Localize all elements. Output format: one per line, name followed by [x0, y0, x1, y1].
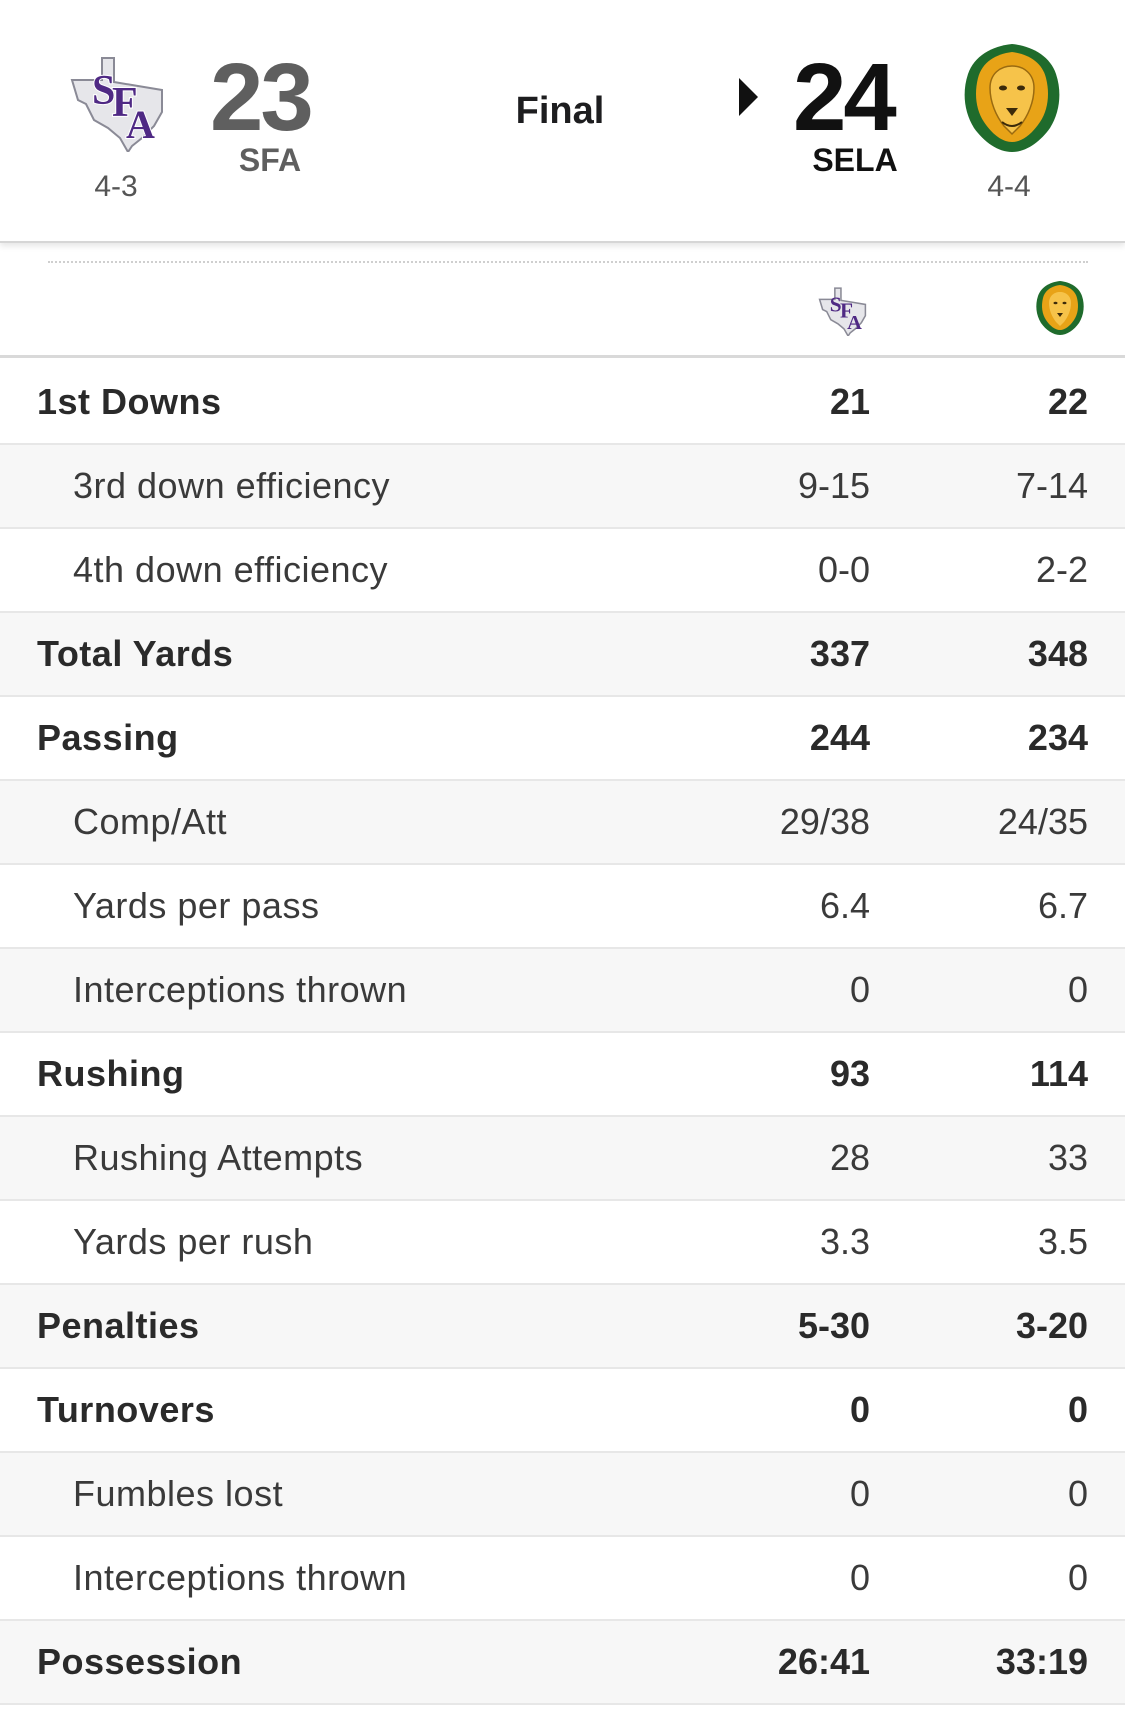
- home-stat-value: 0: [1067, 1473, 1088, 1514]
- home-stat-value: 2-2: [1035, 549, 1088, 590]
- sela-mini-logo-icon: [1035, 280, 1085, 336]
- dotted-divider: [48, 261, 1088, 263]
- away-team-abbreviation[interactable]: SFA: [238, 142, 302, 178]
- stat-label: Rushing: [37, 1053, 185, 1094]
- home-stat-value: 0: [1067, 1557, 1088, 1598]
- stat-label: Passing: [37, 717, 179, 758]
- svg-text:S: S: [92, 68, 115, 114]
- home-stat-value: 24/35: [997, 801, 1088, 842]
- svg-text:S: S: [830, 293, 842, 317]
- stat-row: Yards per pass 6.4 6.7: [0, 865, 1125, 949]
- stat-label: Rushing Attempts: [73, 1137, 364, 1178]
- stat-label: Turnovers: [37, 1389, 215, 1430]
- stat-row: Yards per rush 3.3 3.5: [0, 1201, 1125, 1285]
- home-stat-value: 7-14: [1015, 465, 1088, 506]
- away-stat-value: 29/38: [779, 801, 870, 842]
- stat-label: Fumbles lost: [73, 1473, 284, 1514]
- stat-row: Fumbles lost 0 0: [0, 1453, 1125, 1537]
- stat-label: 1st Downs: [37, 381, 222, 422]
- stat-row: Penalties 5-30 3-20: [0, 1285, 1125, 1369]
- stat-label: Possession: [37, 1641, 243, 1682]
- away-stat-value: 0-0: [817, 549, 870, 590]
- away-stat-value: 21: [829, 381, 870, 422]
- away-stat-value: 0: [849, 1389, 870, 1430]
- home-stat-value: 6.7: [1037, 885, 1088, 926]
- stat-row: Interceptions thrown 0 0: [0, 949, 1125, 1033]
- home-team-abbreviation[interactable]: SELA: [812, 142, 898, 178]
- stat-label: Interceptions thrown: [73, 1557, 408, 1598]
- stat-label: Yards per pass: [73, 885, 320, 926]
- away-stat-value: 9-15: [797, 465, 870, 506]
- away-stat-value: 244: [809, 717, 870, 758]
- stat-row: Comp/Att 29/38 24/35: [0, 781, 1125, 865]
- stat-row: 4th down efficiency 0-0 2-2: [0, 529, 1125, 613]
- svg-text:A: A: [847, 312, 862, 334]
- away-stat-value: 0: [849, 1557, 870, 1598]
- away-stat-value: 6.4: [819, 885, 870, 926]
- sela-team-logo-icon[interactable]: [962, 42, 1062, 154]
- away-stat-value: 5-30: [797, 1305, 870, 1346]
- away-stat-value: 0: [849, 1473, 870, 1514]
- home-stat-value: 3-20: [1015, 1305, 1088, 1346]
- home-stat-value: 0: [1067, 1389, 1088, 1430]
- stat-row: Total Yards 337 348: [0, 613, 1125, 697]
- stat-label: Interceptions thrown: [73, 969, 408, 1010]
- home-stat-value: 348: [1027, 633, 1088, 674]
- home-team-record: 4-4: [987, 170, 1031, 203]
- home-stat-value: 3.5: [1037, 1221, 1088, 1262]
- stat-label: 4th down efficiency: [73, 549, 389, 590]
- stat-row: Rushing Attempts 28 33: [0, 1117, 1125, 1201]
- winner-arrow-icon: [739, 78, 758, 116]
- home-stat-value: 114: [1029, 1053, 1088, 1094]
- scoreboard-header: S F A 4-3 23 SFA Final 24 SELA 4-4: [0, 0, 1125, 243]
- home-stat-value: 33: [1047, 1137, 1088, 1178]
- stat-row: Passing 244 234: [0, 697, 1125, 781]
- stat-label: Yards per rush: [73, 1221, 314, 1262]
- home-stat-value: 234: [1027, 717, 1088, 758]
- sfa-mini-logo-icon: S F A: [812, 280, 874, 338]
- away-stat-value: 0: [849, 969, 870, 1010]
- stat-row: Rushing 93 114: [0, 1033, 1125, 1117]
- away-stat-value: 93: [829, 1053, 870, 1094]
- stat-row: 3rd down efficiency 9-15 7-14: [0, 445, 1125, 529]
- stats-table-header: S F A: [0, 262, 1125, 358]
- home-stat-value: 0: [1067, 969, 1088, 1010]
- away-team-record: 4-3: [94, 170, 138, 203]
- team-stats-table: 1st Downs 21 22 3rd down efficiency 9-15…: [0, 361, 1125, 1705]
- sfa-team-logo-icon[interactable]: S F A: [58, 42, 178, 152]
- game-status: Final: [515, 90, 605, 132]
- stat-label: Penalties: [37, 1305, 200, 1346]
- stat-label: Comp/Att: [73, 801, 228, 842]
- stat-row: Interceptions thrown 0 0: [0, 1537, 1125, 1621]
- stat-row: 1st Downs 21 22: [0, 361, 1125, 445]
- away-stat-value: 26:41: [777, 1641, 870, 1682]
- stat-row: Possession 26:41 33:19: [0, 1621, 1125, 1705]
- away-stat-value: 337: [809, 633, 870, 674]
- away-team-score: 23: [210, 44, 314, 151]
- home-team-score: 24: [793, 44, 897, 151]
- svg-text:F: F: [112, 80, 138, 126]
- stat-label: Total Yards: [37, 633, 234, 674]
- away-stat-value: 28: [829, 1137, 870, 1178]
- home-stat-value: 22: [1047, 381, 1088, 422]
- svg-text:F: F: [840, 299, 853, 323]
- stat-row: Turnovers 0 0: [0, 1369, 1125, 1453]
- away-stat-value: 3.3: [819, 1221, 870, 1262]
- svg-text:A: A: [126, 102, 155, 147]
- stat-label: 3rd down efficiency: [73, 465, 391, 506]
- home-stat-value: 33:19: [995, 1641, 1088, 1682]
